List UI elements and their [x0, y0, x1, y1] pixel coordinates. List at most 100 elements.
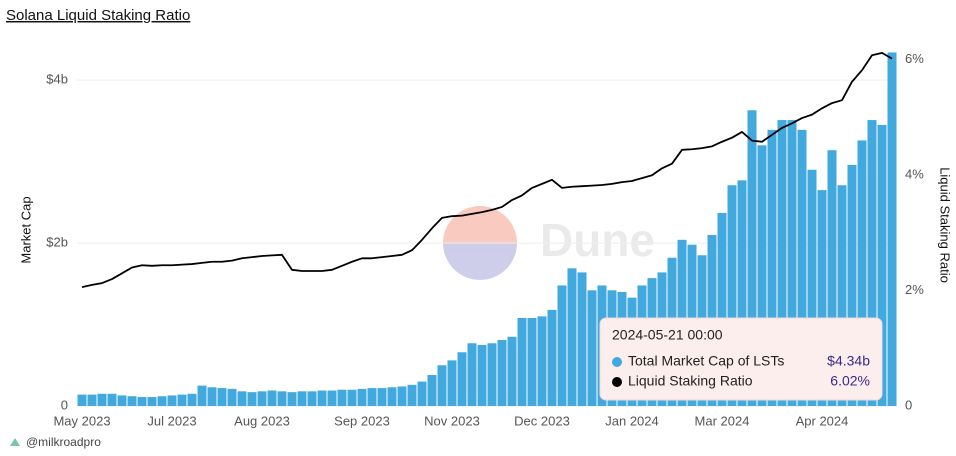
x-tick-label: Sep 2023: [334, 413, 390, 428]
tooltip-box: [599, 317, 883, 401]
x-tick-label: Jul 2023: [147, 413, 196, 428]
bar: [187, 393, 197, 406]
bar: [377, 388, 387, 406]
bar: [787, 120, 797, 406]
chart-title: Solana Liquid Staking Ratio: [6, 7, 190, 24]
bar: [317, 390, 327, 406]
bar: [797, 129, 807, 406]
bar: [387, 387, 397, 406]
bar: [367, 388, 377, 406]
bar: [287, 392, 297, 406]
bar: [567, 268, 577, 406]
bar: [137, 397, 147, 406]
bar: [267, 390, 277, 406]
tooltip-dot: [612, 357, 622, 367]
watermark-logo-top: [443, 206, 517, 243]
watermark-logo-bottom: [443, 243, 517, 280]
watermark: Dune: [443, 206, 655, 280]
y-tick-label: 0: [61, 397, 68, 412]
bar: [447, 360, 457, 406]
x-tick-label: Apr 2024: [796, 413, 849, 428]
line: [81, 51, 893, 289]
bar: [857, 140, 867, 406]
bar: [517, 318, 527, 406]
bar: [237, 391, 247, 406]
bar: [527, 318, 537, 406]
bar: [417, 381, 427, 406]
bar: [277, 391, 287, 406]
bar: [727, 185, 737, 406]
bar: [327, 390, 337, 406]
bar: [547, 309, 557, 406]
bar: [247, 392, 257, 406]
bar: [427, 375, 437, 406]
bar: [177, 394, 187, 406]
bar: [507, 336, 517, 406]
bar: [457, 352, 467, 406]
bar: [407, 384, 417, 406]
bar: [537, 316, 547, 406]
bar: [877, 124, 887, 407]
y-tick-label: $2b: [46, 235, 68, 250]
bar: [397, 386, 407, 406]
tooltip-value: 6.02%: [830, 373, 870, 389]
footer: @milkroadpro: [10, 435, 101, 449]
bar: [777, 120, 787, 406]
bar: [827, 150, 837, 406]
bar: [867, 120, 877, 406]
bar: [207, 387, 217, 406]
tooltip-dot: [612, 377, 622, 387]
bar: [747, 110, 757, 406]
bar: [157, 396, 167, 406]
bar: [357, 388, 367, 406]
y2-axis-title: Liquid Staking Ratio: [938, 167, 953, 283]
y-tick-label: $4b: [46, 72, 68, 87]
bar: [467, 343, 477, 406]
bar: [847, 164, 857, 406]
watermark-text: Dune: [540, 214, 655, 266]
bar: [197, 385, 207, 406]
bar: [307, 391, 317, 406]
bar: [97, 393, 107, 406]
bar: [817, 190, 827, 406]
footer-icon: [10, 438, 20, 446]
tooltip-date: 2024-05-21 00:00: [612, 327, 723, 343]
bar: [477, 344, 487, 406]
bar: [337, 389, 347, 406]
bar: [487, 343, 497, 406]
x-tick-label: Aug 2023: [234, 413, 290, 428]
bar: [757, 145, 767, 406]
tooltip-series-name: Total Market Cap of LSTs: [628, 353, 784, 369]
bar: [557, 285, 567, 406]
bar: [717, 212, 727, 406]
bar: [767, 129, 777, 406]
bar: [127, 396, 137, 406]
y-axis-title: Market Cap: [18, 196, 33, 263]
x-tick-label: Nov 2023: [424, 413, 480, 428]
bar: [167, 395, 177, 406]
bar: [217, 388, 227, 406]
x-tick-label: Dec 2023: [514, 413, 570, 428]
y2-tick-label: 6%: [905, 51, 924, 66]
tooltip-value: $4.34b: [827, 353, 870, 369]
bar: [577, 272, 587, 406]
bar: [837, 185, 847, 406]
bar: [227, 388, 237, 406]
bar: [437, 365, 447, 406]
bar: [107, 393, 117, 406]
bar: [87, 394, 97, 406]
bar: [117, 395, 127, 406]
bar: [297, 391, 307, 406]
y2-tick-label: 2%: [905, 282, 924, 297]
x-tick-label: Jan 2024: [605, 413, 659, 428]
tooltip: 2024-05-21 00:00 Total Market Cap of LST…: [599, 317, 883, 401]
bar: [147, 397, 157, 406]
bar: [497, 340, 507, 406]
bar: [737, 180, 747, 406]
bar: [807, 169, 817, 406]
bar: [887, 52, 897, 406]
x-tick-label: Mar 2024: [695, 413, 750, 428]
y2-tick-label: 0: [905, 397, 912, 412]
bar: [587, 290, 597, 406]
